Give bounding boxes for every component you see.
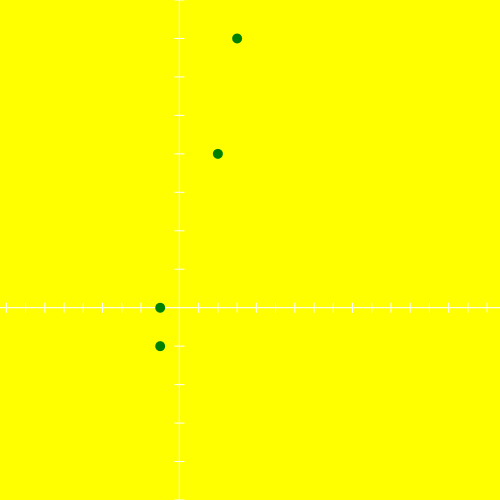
data-points <box>155 33 243 352</box>
ticks <box>5 0 488 500</box>
data-point <box>155 302 166 313</box>
data-point <box>232 33 243 44</box>
data-point <box>212 148 223 159</box>
data-point <box>155 341 166 352</box>
